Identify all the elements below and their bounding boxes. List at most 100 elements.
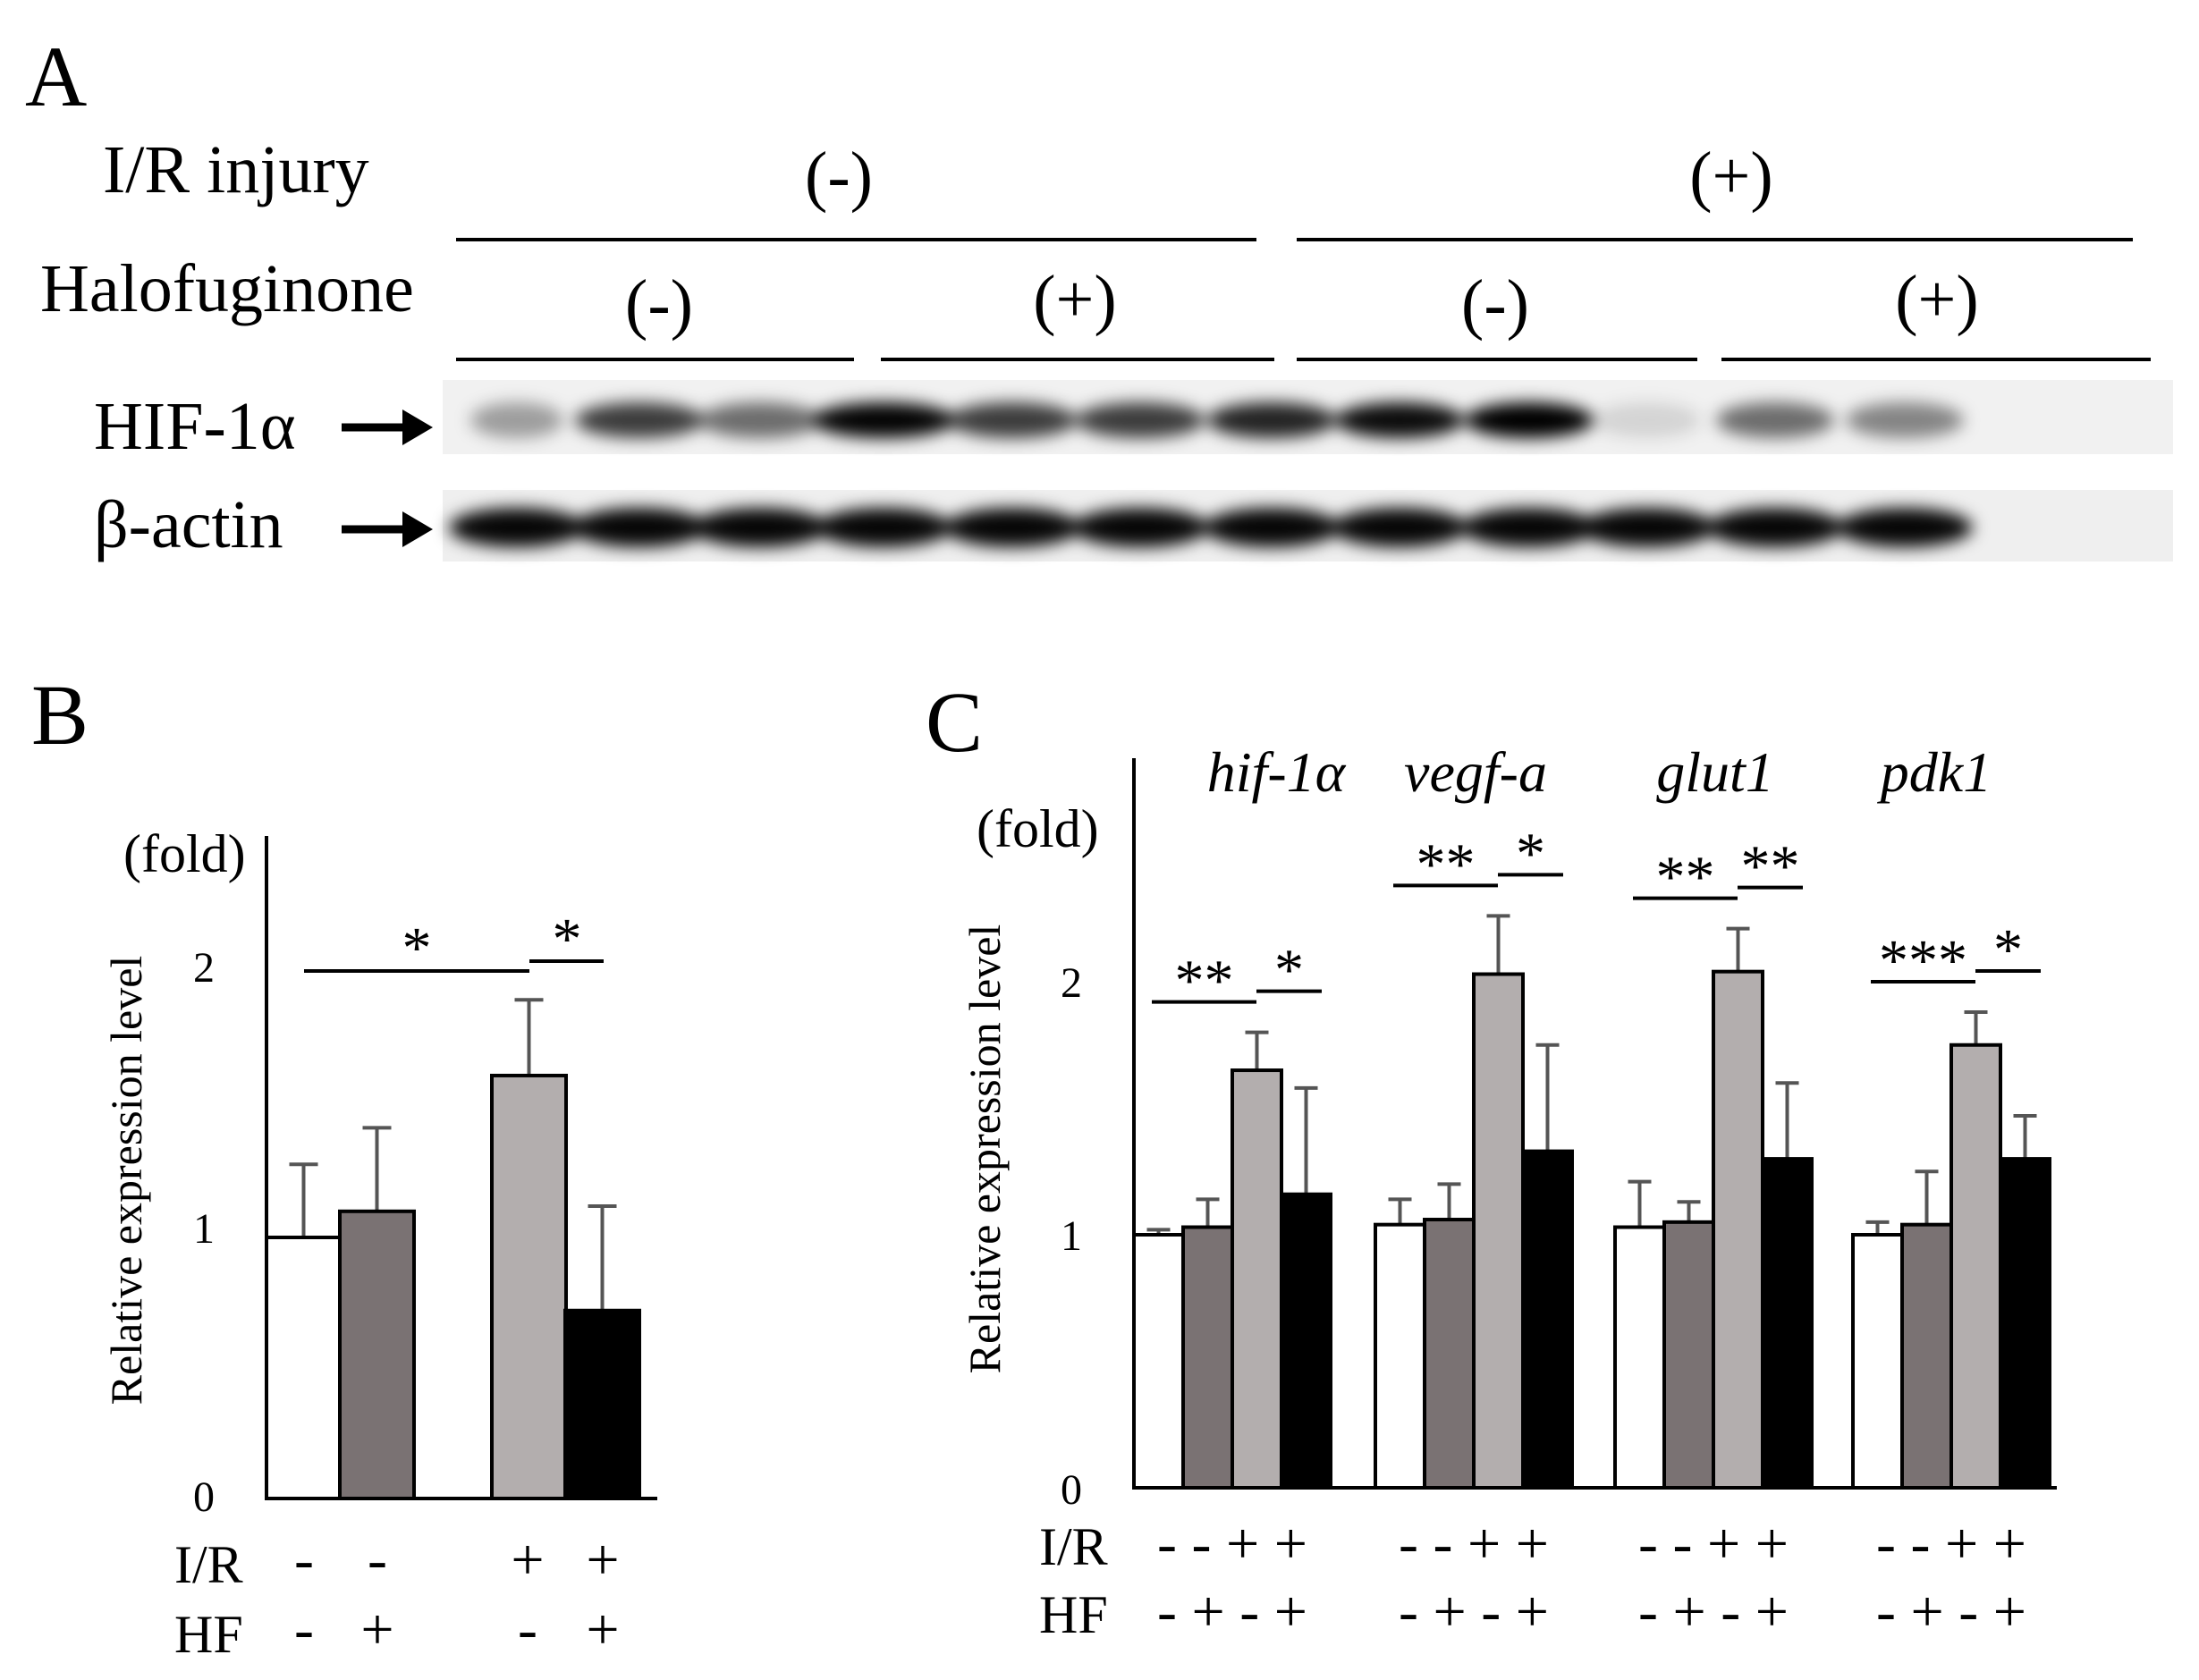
actin-band <box>1579 508 1715 547</box>
bar <box>1613 1225 1666 1490</box>
panel-c-ytick-2: 2 <box>1061 959 1082 1007</box>
hf-sign-row: - + - + <box>1876 1579 2026 1644</box>
panel-b: B (fold) Relative expression level 0 1 2… <box>31 667 657 1664</box>
hif1a-band <box>948 402 1077 438</box>
hf-group-1: (-) <box>625 266 693 342</box>
panel-b-condition-signs: - - + +- + - + <box>294 1527 620 1662</box>
bar <box>265 1236 343 1500</box>
bar <box>1423 1218 1476 1490</box>
hf-group-4: (+) <box>1895 262 1978 337</box>
ir-sign-row: - - + + <box>1638 1511 1789 1576</box>
halofuginone-label: Halofuginone <box>40 251 414 326</box>
hif1a-band <box>470 402 563 438</box>
significance-label: ** <box>1417 832 1476 897</box>
significance-label: ** <box>1175 949 1234 1014</box>
hif1a-band <box>1846 402 1964 438</box>
panel-b-bars <box>265 998 641 1501</box>
panel-c-y-axis-title: Relative expression level <box>960 924 1010 1374</box>
hif1a-band <box>575 402 704 438</box>
actin-bands <box>449 508 1973 547</box>
bar <box>1472 972 1525 1490</box>
bar <box>1900 1222 1953 1490</box>
significance-label: * <box>1516 821 1545 886</box>
ir-injury-label: I/R injury <box>103 132 369 207</box>
panel-c-ir-row-label: I/R <box>1039 1517 1108 1576</box>
panel-a-letter: A <box>25 29 87 124</box>
actin-band <box>944 508 1080 547</box>
bar <box>490 1073 568 1500</box>
panel-c-ytick-1: 1 <box>1061 1212 1082 1260</box>
hf-sign-row: - + - + <box>1399 1579 1549 1644</box>
panel-b-significance: * * <box>304 907 604 981</box>
panel-b-y-axis-title: Relative expression level <box>101 956 151 1406</box>
panel-c-letter: C <box>926 674 983 770</box>
hf-sign-row: - + - + <box>1638 1579 1789 1644</box>
panel-b-ytick-2: 2 <box>193 944 215 992</box>
hf-sign: - <box>518 1597 537 1662</box>
significance-label: * <box>1274 938 1304 1003</box>
bar <box>1851 1233 1904 1490</box>
bar <box>1521 1149 1574 1490</box>
panel-c-bars <box>1132 914 2051 1490</box>
bar <box>1949 1043 2002 1490</box>
hif1a-band-label: HIF-1α <box>94 389 296 464</box>
bar <box>338 1209 416 1501</box>
hif1a-band <box>1594 402 1701 438</box>
panel-b-ir-row-label: I/R <box>174 1535 243 1594</box>
significance-label: * <box>553 907 582 972</box>
ir-sign-row: - - + + <box>1876 1511 2026 1576</box>
hif1a-band <box>1465 402 1594 438</box>
actin-band <box>1204 508 1340 547</box>
bar <box>1231 1068 1283 1490</box>
bar <box>1761 1157 1814 1490</box>
ir-sign: + <box>511 1527 544 1592</box>
panel-a: A I/R injury (-) (+) Halofuginone (-) (+… <box>25 29 2173 562</box>
hif1a-band <box>812 402 955 438</box>
significance-label: * <box>1993 917 2023 983</box>
hf-group-2: (+) <box>1033 262 1116 337</box>
gene-label-glut1: glut1 <box>1656 740 1774 804</box>
bar <box>1662 1220 1715 1490</box>
ir-group-pos: (+) <box>1689 139 1772 214</box>
actin-band <box>1837 508 1973 547</box>
ir-sign-row: - - + + <box>1399 1511 1549 1576</box>
ir-sign-row: - - + + <box>1157 1511 1307 1576</box>
hif1a-band <box>1335 402 1464 438</box>
bar <box>1712 969 1764 1490</box>
significance-label: ** <box>1741 834 1800 899</box>
bar <box>1999 1157 2051 1490</box>
panel-b-ytick-1: 1 <box>193 1205 215 1253</box>
hf-sign: + <box>586 1597 619 1662</box>
hf-sign: - <box>294 1597 314 1662</box>
actin-band <box>816 508 951 547</box>
hf-sign-row: - + - + <box>1157 1579 1307 1644</box>
ir-sign: + <box>586 1527 619 1592</box>
bar <box>1132 1233 1185 1490</box>
panel-c-fold-label: (fold) <box>977 799 1099 858</box>
bar <box>1374 1222 1426 1490</box>
actin-band <box>1461 508 1597 547</box>
panel-b-fold-label: (fold) <box>123 824 246 883</box>
bar <box>563 1308 641 1501</box>
ir-sign: - <box>294 1527 314 1592</box>
actin-band <box>1332 508 1467 547</box>
hf-sign: + <box>360 1597 393 1662</box>
hif1a-band <box>1716 402 1834 438</box>
panel-c-significance: ** *** * ** ***** * <box>1152 821 2041 1014</box>
actin-band <box>692 508 828 547</box>
hif1a-band <box>1076 402 1205 438</box>
gene-label-hif1a: hif-1α <box>1207 740 1347 804</box>
gene-label-pdk1: pdk1 <box>1877 740 1992 804</box>
ir-group-neg: (-) <box>805 139 873 214</box>
panel-b-ytick-0: 0 <box>193 1473 215 1521</box>
bar <box>1280 1192 1332 1490</box>
significance-label: * <box>402 916 432 981</box>
panel-b-hf-row-label: HF <box>174 1605 243 1664</box>
hf-group-3: (-) <box>1461 266 1529 342</box>
actin-band <box>1072 508 1208 547</box>
panel-c: C (fold) Relative expression level 0 1 2… <box>926 674 2057 1644</box>
hif1a-band <box>699 402 821 438</box>
significance-label: ** <box>1656 845 1715 910</box>
hif1a-band <box>1207 402 1336 438</box>
